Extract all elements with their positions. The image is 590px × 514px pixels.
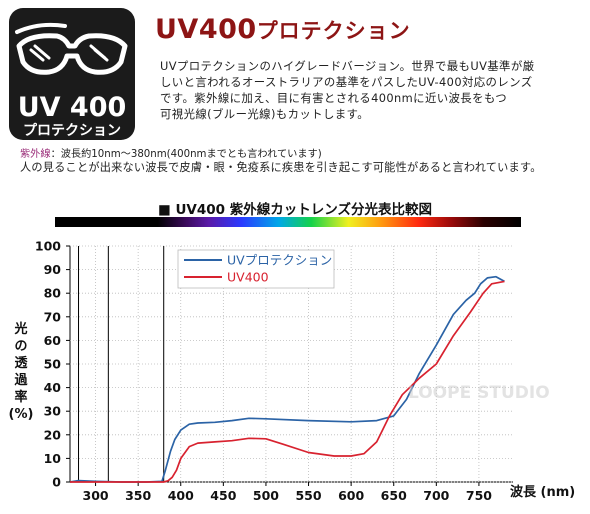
series-line xyxy=(69,275,505,483)
x-axis-label: 波長 (nm) xyxy=(510,484,575,500)
description-line: UVプロテクションのハイグレードバージョン。世界で最もUV基準が厳 xyxy=(160,59,535,73)
legend-label: UV400 xyxy=(227,270,269,285)
x-tick-label: 400 xyxy=(168,488,194,503)
y-tick-label: 60 xyxy=(44,333,62,348)
x-tick-label: 300 xyxy=(83,488,109,503)
y-tick-label: 40 xyxy=(44,380,62,395)
y-tick-label: 90 xyxy=(44,262,62,277)
y-tick-label: 80 xyxy=(44,286,62,301)
x-tick-label: 600 xyxy=(338,488,364,503)
y-tick-label: 0 xyxy=(52,475,61,490)
headline-main: UV400 xyxy=(155,14,257,45)
sunglasses-icon xyxy=(15,22,128,75)
x-tick-label: 550 xyxy=(295,488,321,503)
x-tick-label: 500 xyxy=(253,488,279,503)
y-tick-label: 100 xyxy=(35,239,61,254)
chart-title: ■ UV400 紫外線カットレンズ分光表比較図 xyxy=(0,198,590,218)
y-tick-label: 20 xyxy=(44,427,62,442)
uv-definition: ：波長約10nm～380nm(400nmまでとも言われています) xyxy=(50,149,322,160)
x-tick-label: 750 xyxy=(466,488,492,503)
description-line: 可視光線(ブルー光線)もカットします。 xyxy=(160,107,369,121)
chart-title-marker: ■ xyxy=(158,202,171,218)
description: UVプロテクションのハイグレードバージョン。世界で最もUV基準が厳 しいと言われ… xyxy=(160,58,585,122)
y-axis-label: 透 xyxy=(14,356,27,371)
legend-box xyxy=(177,249,335,289)
y-axis-label: の xyxy=(14,339,27,354)
headline-sub: プロテクション xyxy=(256,19,411,43)
watermark: LOOPE STUDIO xyxy=(408,383,550,403)
y-axis-label: 光 xyxy=(13,321,27,337)
series-line xyxy=(70,280,505,483)
uv-key-term: 紫外線 xyxy=(20,149,51,160)
description-line: しいと言われるオーストラリアの基準をパスしたUV-400対応のレンズ xyxy=(160,75,533,89)
x-tick-label: 650 xyxy=(381,488,407,503)
badge-title: UV 400 xyxy=(17,92,127,123)
uv-risk-note: 人の見ることが出来ない波長で皮膚・眼・免疫系に疾患を引き起こす可能性があると言わ… xyxy=(20,161,542,174)
y-tick-label: 30 xyxy=(44,404,62,419)
spectrum-bar xyxy=(55,217,521,227)
x-tick-label: 350 xyxy=(125,488,151,503)
y-axis-label: (%) xyxy=(9,407,34,422)
legend-label: UVプロテクション xyxy=(227,253,332,268)
chart-title-text: UV400 紫外線カットレンズ分光表比較図 xyxy=(175,202,432,218)
uv-definition-note: 紫外線：波長約10nm～380nm(400nmまでとも言われています) xyxy=(20,145,322,160)
legend: UVプロテクション UV400 xyxy=(177,249,335,289)
y-axis-label: 過 xyxy=(13,372,28,388)
y-tick-label: 70 xyxy=(44,309,62,324)
y-axis-label: 率 xyxy=(14,389,27,405)
description-line: です。紫外線に加え、目に有害とされる400nmに近い波長をもつ xyxy=(160,91,508,105)
x-tick-label: 450 xyxy=(210,488,236,503)
y-tick-label: 50 xyxy=(44,357,62,372)
uv400-badge: UV 400 プロテクション xyxy=(9,8,135,140)
badge-subtitle: プロテクション xyxy=(23,123,121,139)
x-tick-label: 700 xyxy=(423,488,449,503)
y-tick-label: 10 xyxy=(44,451,62,466)
page-headline: UV400プロテクション xyxy=(155,14,411,45)
